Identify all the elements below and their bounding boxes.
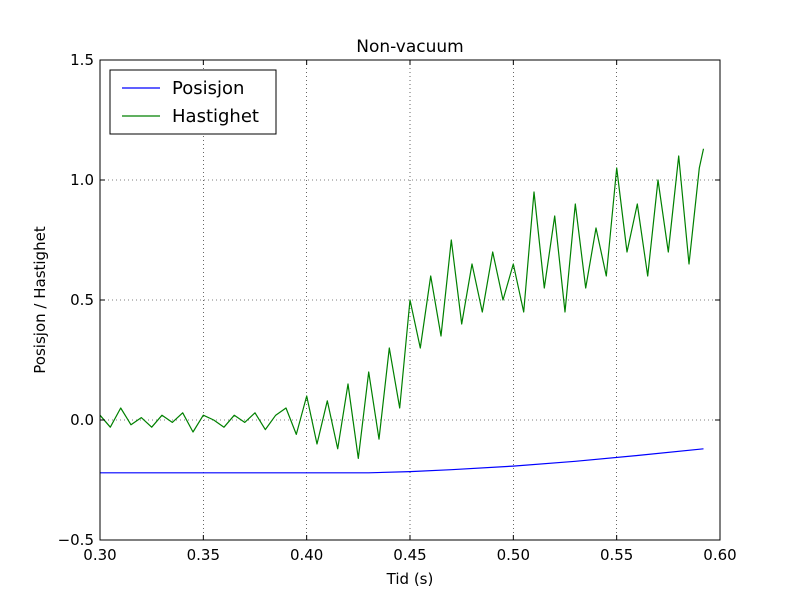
y-tick-label: 0.5 bbox=[70, 291, 94, 309]
x-tick-label: 0.35 bbox=[187, 546, 220, 564]
y-axis-label: Posisjon / Hastighet bbox=[31, 226, 49, 374]
legend-box bbox=[109, 69, 277, 135]
legend-label-posisjon: Posisjon bbox=[172, 78, 244, 99]
y-tick-label: 1.5 bbox=[70, 51, 94, 69]
x-tick-label: 0.50 bbox=[497, 546, 530, 564]
y-tick-label: −0.5 bbox=[58, 531, 94, 549]
legend: Posisjon Hastighet bbox=[109, 69, 277, 135]
plot-series bbox=[99, 148, 705, 474]
x-tick-label: 0.45 bbox=[393, 546, 426, 564]
axis-ticks: 0.30 0.35 0.40 0.45 0.50 0.55 0.60 −0.5 0.0 0.5 1.… bbox=[58, 51, 737, 564]
x-tick-label: 0.40 bbox=[290, 546, 323, 564]
y-tick-label: 0.0 bbox=[70, 411, 94, 429]
x-axis-label: Tid (s) bbox=[386, 570, 434, 588]
series-line-hastighet bbox=[99, 148, 705, 459]
x-tick-label: 0.30 bbox=[83, 546, 116, 564]
x-tick-label: 0.60 bbox=[703, 546, 736, 564]
series-line-posisjon bbox=[100, 448, 704, 474]
legend-label-hastighet: Hastighet bbox=[172, 106, 259, 127]
x-tick-label: 0.55 bbox=[600, 546, 633, 564]
chart-title: Non-vacuum bbox=[356, 37, 464, 57]
y-tick-label: 1.0 bbox=[70, 171, 94, 189]
